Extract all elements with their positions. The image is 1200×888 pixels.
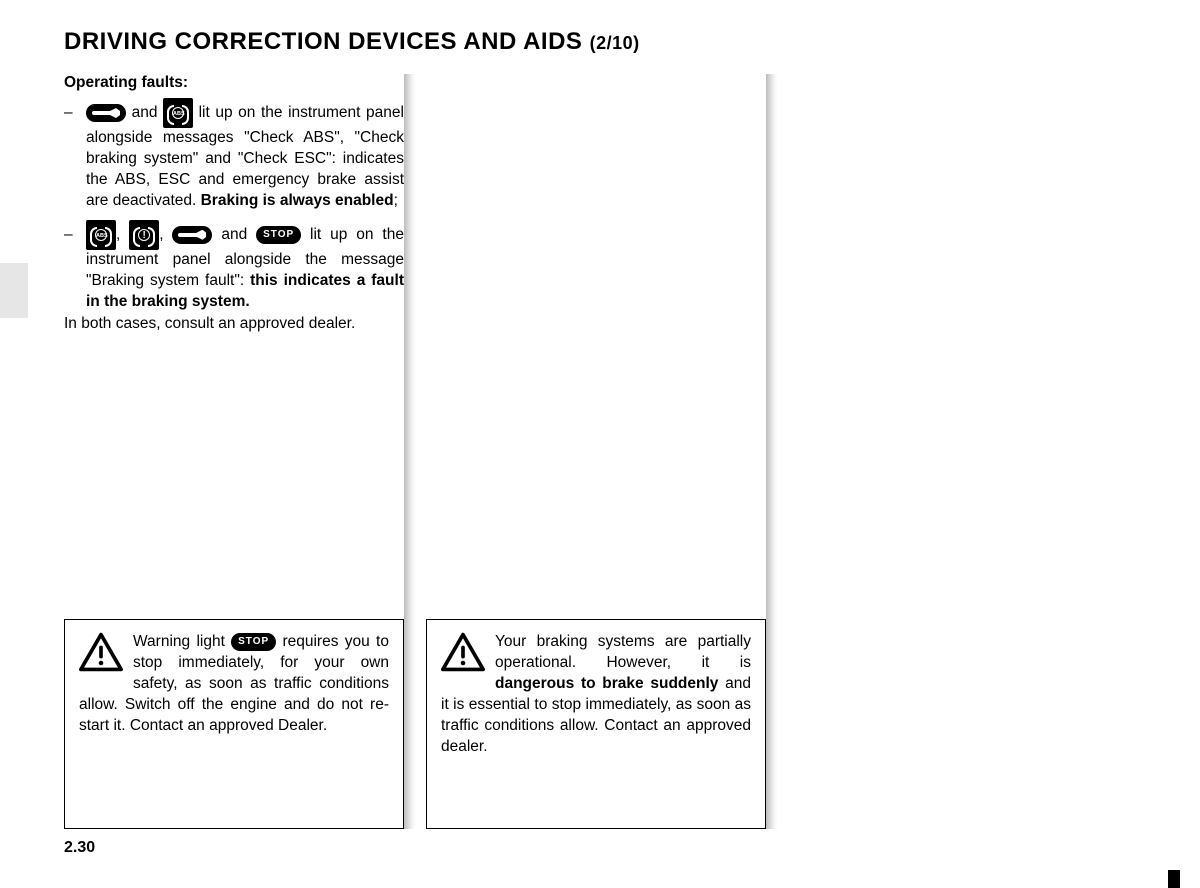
wrench-icon: [86, 104, 126, 122]
stop-icon: STOP: [231, 633, 276, 651]
bold-text: dangerous to brake suddenly: [495, 675, 718, 692]
text: Warning light: [133, 633, 231, 650]
text: ,: [116, 226, 129, 243]
corner-mark: [1168, 870, 1180, 888]
page-number: 2.30: [64, 839, 95, 857]
fault-item-1: – and ABS lit up on the in­strument pane…: [86, 98, 404, 212]
column-3: [788, 74, 1128, 829]
abs-icon: ABS: [86, 220, 116, 250]
text: ,: [159, 226, 172, 243]
warning-box-braking: Your braking systems are partially opera…: [426, 619, 766, 829]
column-1: Operating faults: – and ABS lit up on th…: [64, 74, 404, 829]
warning-triangle-icon: [79, 632, 123, 672]
page-title: DRIVING CORRECTION DEVICES AND AIDS (2/1…: [64, 28, 1136, 56]
stop-icon: STOP: [256, 226, 301, 244]
bullet-dash: –: [64, 103, 86, 124]
fault-item-2: –ABS, !, and STOP lit up on the instrume…: [86, 220, 404, 313]
column-divider: [766, 74, 778, 829]
warning-box-stop: Warning light STOP re­quires you to stop…: [64, 619, 404, 829]
column-divider: [404, 74, 416, 829]
text: and: [126, 104, 163, 121]
title-sub: (2/10): [590, 33, 640, 53]
text: Your braking systems are partially opera…: [495, 633, 751, 671]
bold-text: Braking is always enabled: [201, 192, 394, 209]
followup-text: In both cases, consult an approved deale…: [64, 314, 404, 335]
abs-icon: ABS: [163, 98, 193, 128]
page-content: DRIVING CORRECTION DEVICES AND AIDS (2/1…: [64, 28, 1136, 858]
side-tab: [0, 263, 28, 318]
warning-triangle-icon: [441, 632, 485, 672]
title-main: DRIVING CORRECTION DEVICES AND AIDS: [64, 28, 582, 55]
wrench-icon: [172, 226, 212, 244]
text: ;: [394, 192, 398, 209]
column-2: Your braking systems are partially opera…: [426, 74, 766, 829]
bullet-dash: –: [64, 225, 86, 246]
section-heading: Operating faults:: [64, 74, 404, 92]
text: and: [212, 226, 256, 243]
brake-warning-icon: !: [129, 220, 159, 250]
